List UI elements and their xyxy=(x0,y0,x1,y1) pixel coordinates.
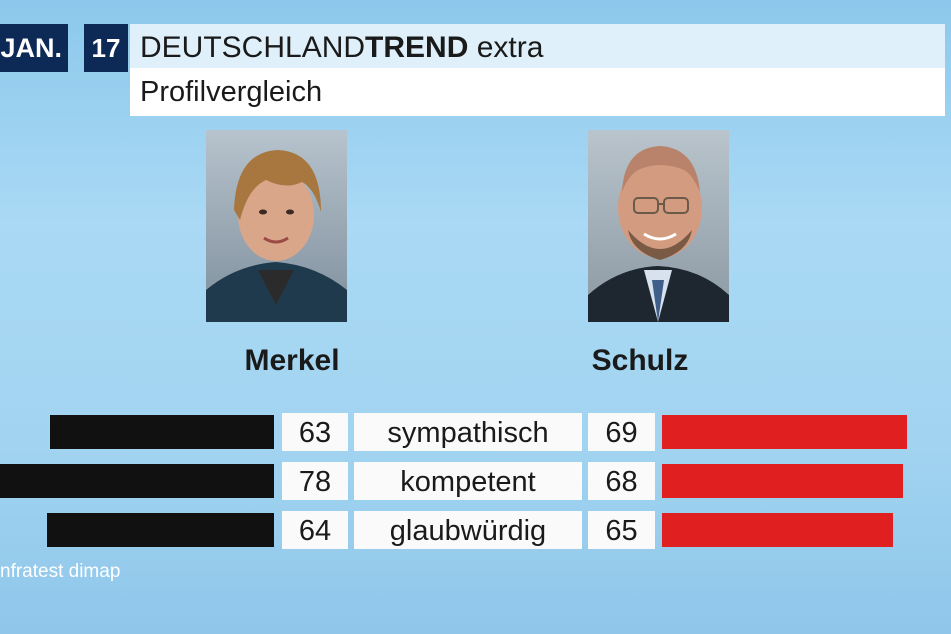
category-label-0: sympathisch xyxy=(354,413,582,451)
title-regular: DEUTSCHLAND xyxy=(140,31,366,64)
value-label-schulz-0: 69 xyxy=(588,413,655,451)
value-label-schulz-2: 65 xyxy=(588,511,655,549)
schulz-photo xyxy=(588,130,729,322)
category-label-1: kompetent xyxy=(354,462,582,500)
value-label-schulz-1: 68 xyxy=(588,462,655,500)
candidate-name-merkel: Merkel xyxy=(244,344,340,377)
episode-number-badge: 17 xyxy=(84,24,128,72)
candidate-name-schulz: Schulz xyxy=(591,344,689,377)
page-title: DEUTSCHLANDTREND extra xyxy=(130,24,945,68)
bar-merkel-2 xyxy=(46,513,274,547)
bar-schulz-0 xyxy=(662,415,907,449)
value-label-merkel-0: 63 xyxy=(282,413,348,451)
page-subtitle: Profilvergleich xyxy=(130,68,945,116)
value-label-merkel-1: 78 xyxy=(282,462,348,500)
category-label-2: glaubwürdig xyxy=(354,511,582,549)
bar-schulz-1 xyxy=(662,464,904,498)
bar-schulz-2 xyxy=(662,513,893,547)
bar-merkel-0 xyxy=(50,415,274,449)
source-credit: nfratest dimap xyxy=(0,561,121,582)
title-bold: TREND xyxy=(365,31,469,64)
bar-merkel-1 xyxy=(0,464,274,498)
value-label-merkel-2: 64 xyxy=(282,511,348,549)
date-badge: JAN. xyxy=(0,24,68,72)
title-suffix: extra xyxy=(468,31,544,64)
merkel-photo xyxy=(206,130,347,322)
